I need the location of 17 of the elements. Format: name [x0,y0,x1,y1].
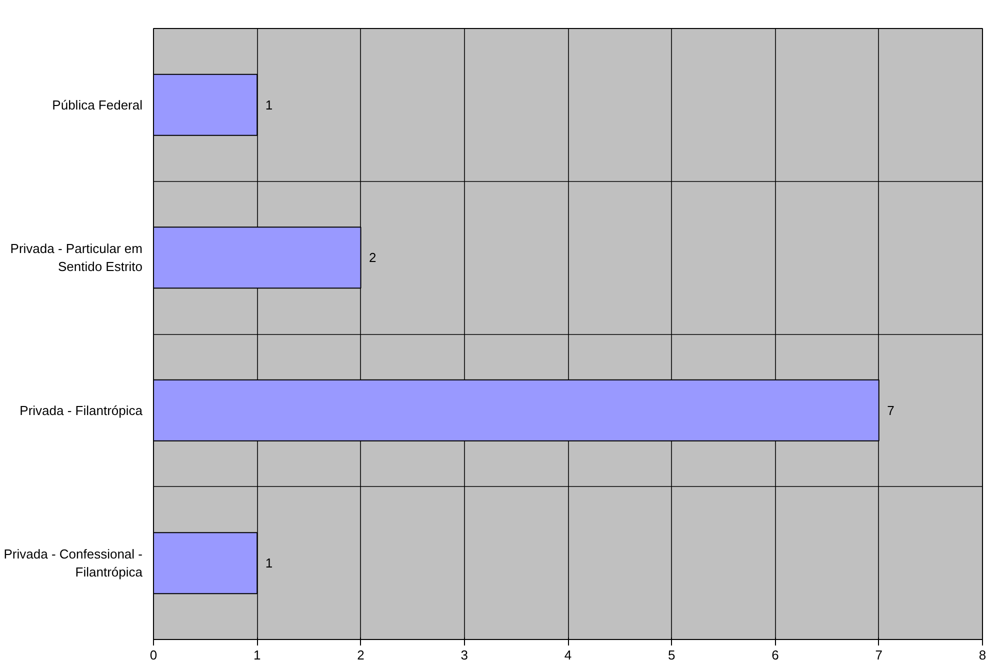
y-tick-label: Pública Federal [52,97,143,112]
x-tick-label: 6 [772,648,779,662]
data-label: 2 [369,250,376,266]
x-tick-label: 1 [254,648,261,662]
data-label: 7 [887,402,894,418]
y-tick-label: Privada - Particular em Sentido Estrito [10,241,143,274]
x-tick-label: 0 [150,648,158,662]
x-tick-label: 2 [357,648,364,662]
y-tick-label: Privada - Filantrópica [20,402,144,418]
x-tick-label: 3 [460,648,468,662]
x-tick-label: 5 [668,648,676,662]
data-label: 1 [265,556,273,571]
x-tick-label: 7 [875,648,882,662]
x-tick-label: 8 [978,648,986,662]
y-tick-label: Privada - Confessional - Filantrópica [4,546,144,580]
data-label: 1 [265,97,273,112]
x-tick-label: 4 [564,648,572,662]
